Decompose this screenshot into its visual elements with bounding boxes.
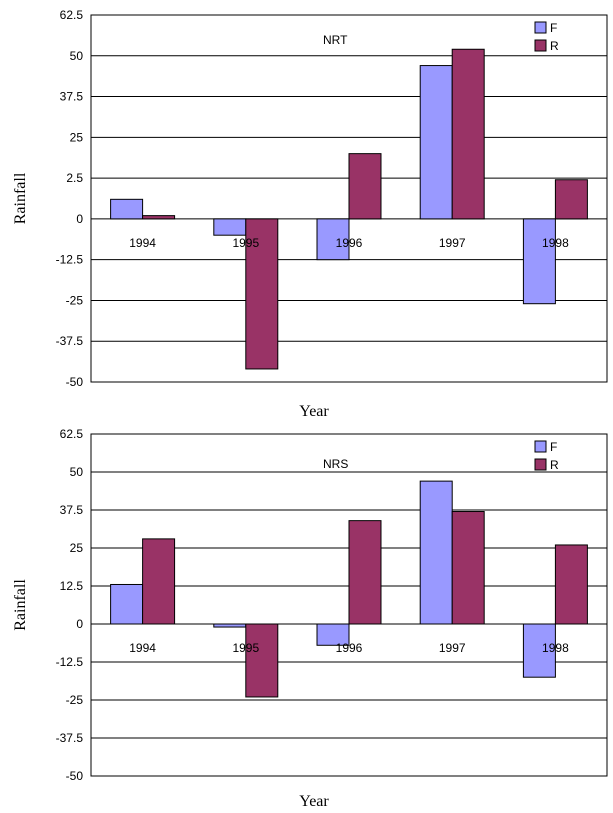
y-tick-label: 25 [70, 541, 84, 555]
y-tick-label: -50 [66, 769, 84, 783]
legend-swatch-f [534, 440, 547, 453]
legend: FR [534, 21, 559, 53]
y-tick-label: 37.5 [60, 503, 84, 517]
bar-f-1995 [213, 623, 247, 628]
y-tick-label: 0 [76, 617, 83, 631]
y-tick-label: 50 [70, 49, 84, 63]
bar-r-1997 [451, 511, 485, 625]
bar-f-1998 [522, 623, 556, 678]
x-tick-label: 1997 [439, 641, 466, 655]
bar-f-1996 [316, 623, 350, 646]
bar-r-1998 [554, 179, 588, 220]
bar-f-1998 [522, 218, 556, 305]
x-tick-label: 1996 [336, 236, 363, 250]
bar-f-1994 [110, 198, 144, 220]
y-tick-label: 25 [70, 130, 84, 144]
x-tick-label: 1998 [542, 236, 569, 250]
y-tick-label: 50 [70, 465, 84, 479]
bar-r-1996 [348, 153, 382, 220]
y-tick-label: -25 [66, 693, 84, 707]
y-tick-label: -37.5 [56, 731, 84, 745]
y-tick-label: 37.5 [60, 90, 84, 104]
y-tick-label: -12.5 [56, 253, 84, 267]
x-tick-label: 1995 [232, 641, 259, 655]
x-axis-title: Year [299, 793, 329, 810]
y-axis-title: Rainfall [12, 172, 29, 224]
y-tick-label: -37.5 [56, 334, 84, 348]
legend-label-r: R [550, 39, 559, 53]
chart-1: 62.5 50 37.5 25 12.5 0 -12.5 -25 -37.5 -50 1994 199… [12, 427, 608, 810]
bar-f-1994 [110, 583, 144, 625]
bar-f-1996 [316, 218, 350, 261]
bar-r-1994 [142, 538, 176, 625]
bar-r-1996 [348, 520, 382, 625]
bar-r-1994 [142, 215, 176, 220]
y-tick-label: -25 [66, 293, 84, 307]
legend-label-f: F [550, 440, 557, 454]
legend-swatch-r [534, 39, 547, 52]
legend-label-f: F [550, 21, 557, 35]
x-tick-label: 1996 [336, 641, 363, 655]
y-tick-label: 2.5 [66, 171, 83, 185]
legend-swatch-f [534, 21, 547, 34]
bar-r-1998 [554, 544, 588, 625]
chart-title: NRT [323, 33, 348, 47]
legend: FR [534, 440, 559, 472]
plot-frame [90, 433, 608, 777]
x-tick-label: 1994 [129, 641, 156, 655]
y-tick-label: 62.5 [60, 427, 84, 441]
chart-0: 62.5 50 37.5 25 2.5 0 -12.5 -25 -37.5 -50 1994 1995… [12, 8, 608, 420]
bar-f-1997 [419, 480, 453, 625]
bar-r-1997 [451, 48, 485, 220]
y-tick-label: 12.5 [60, 579, 84, 593]
legend-label-r: R [550, 458, 559, 472]
legend-swatch-r [534, 458, 547, 471]
y-tick-label: -12.5 [56, 655, 84, 669]
y-tick-label: 0 [76, 212, 83, 226]
x-tick-label: 1997 [439, 236, 466, 250]
y-tick-label: 62.5 [60, 8, 84, 22]
bar-r-1995 [245, 623, 279, 698]
plot-frame [90, 14, 608, 383]
y-tick-label: -50 [66, 375, 84, 389]
x-axis-title: Year [299, 403, 329, 420]
bar-r-1995 [245, 218, 279, 370]
x-tick-label: 1998 [542, 641, 569, 655]
y-axis-title: Rainfall [12, 579, 29, 631]
chart-title: NRS [323, 457, 348, 471]
x-tick-label: 1995 [232, 236, 259, 250]
bar-f-1997 [419, 65, 453, 220]
bar-f-1995 [213, 218, 247, 236]
x-tick-label: 1994 [129, 236, 156, 250]
